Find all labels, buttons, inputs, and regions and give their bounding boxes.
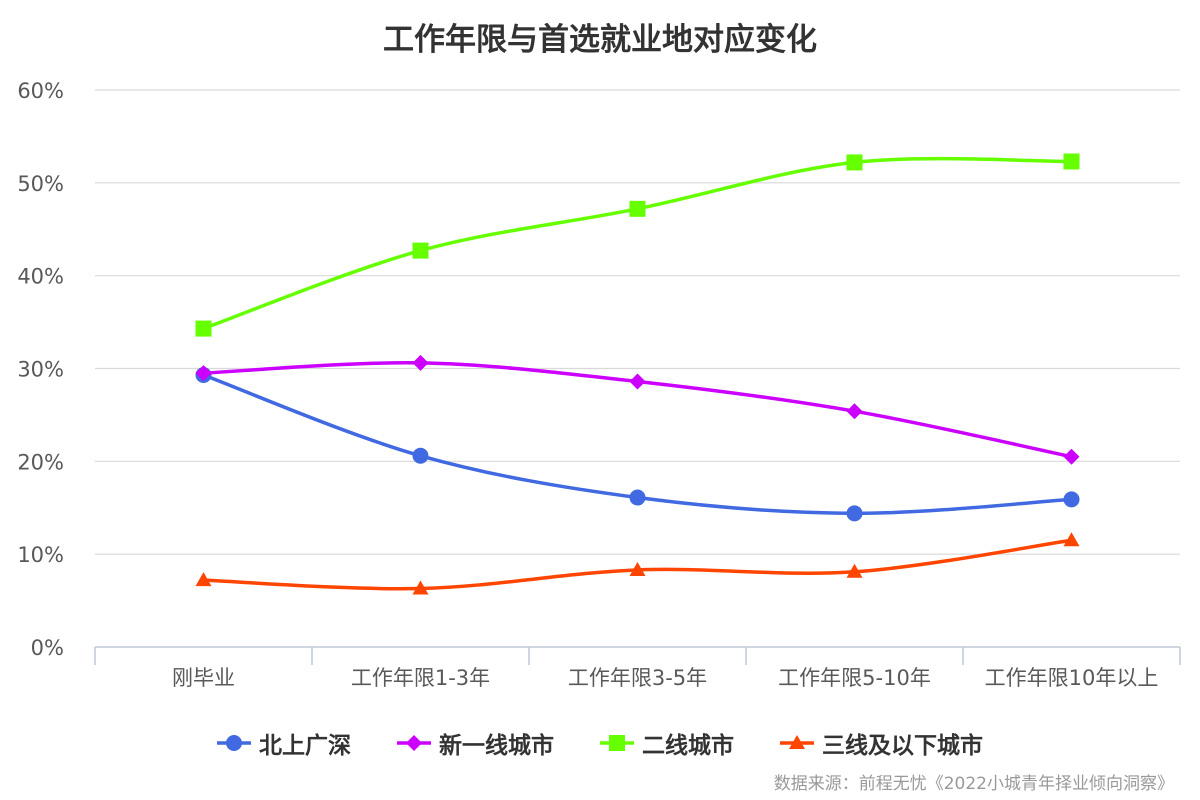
- x-tick-label: 刚毕业: [172, 666, 235, 690]
- legend-label: 新一线城市: [439, 733, 554, 759]
- data-point: [629, 561, 646, 576]
- y-axis-ticks: 0% 10% 20% 30% 40% 50% 60%: [17, 79, 64, 660]
- chart-title: 工作年限与首选就业地对应变化: [383, 22, 817, 58]
- legend-item: 北上广深: [217, 726, 351, 760]
- series-line: [202, 156, 1072, 331]
- legend-label: 北上广深: [259, 733, 351, 759]
- legend-swatch: [780, 735, 814, 749]
- data-point: [1063, 448, 1080, 465]
- source-note: 数据来源：前程无忧《2022小城青年择业倾向洞察》: [773, 774, 1174, 794]
- x-tick-label: 工作年限5-10年: [778, 666, 931, 690]
- legend-swatch: [600, 735, 634, 751]
- legend-label: 二线城市: [642, 733, 734, 759]
- data-point: [846, 563, 863, 578]
- y-tick-label: 0%: [31, 636, 64, 660]
- data-point: [1063, 532, 1080, 547]
- data-point: [412, 354, 429, 371]
- y-tick-label: 20%: [17, 450, 64, 474]
- legend: 北上广深 新一线城市 二线城市 三线及以下城市: [0, 726, 1200, 760]
- series-1: [195, 354, 1080, 465]
- data-point: [1063, 153, 1080, 170]
- data-point: [412, 447, 429, 464]
- y-tick-label: 60%: [17, 79, 64, 103]
- x-tick-label: 工作年限10年以上: [985, 666, 1159, 690]
- y-tick-label: 40%: [17, 265, 64, 289]
- x-axis-ticks: 刚毕业 工作年限1-3年 工作年限3-5年 工作年限5-10年 工作年限10年以上: [172, 666, 1158, 690]
- series-2: [195, 153, 1080, 337]
- series-0: [195, 366, 1080, 522]
- data-point: [195, 572, 212, 587]
- series-3: [195, 532, 1080, 595]
- x-tick-label: 工作年限1-3年: [351, 666, 490, 690]
- legend-item: 二线城市: [600, 726, 734, 760]
- data-point: [846, 403, 863, 420]
- legend-swatch: [217, 735, 251, 751]
- y-tick-label: 50%: [17, 172, 64, 196]
- y-tick-label: 30%: [17, 358, 64, 382]
- data-point: [195, 320, 212, 337]
- legend-item: 三线及以下城市: [780, 726, 983, 760]
- data-point: [846, 154, 863, 171]
- legend-label: 三线及以下城市: [822, 733, 983, 759]
- data-point: [195, 365, 212, 382]
- data-point: [412, 242, 429, 259]
- x-tick-label: 工作年限3-5年: [568, 666, 707, 690]
- legend-item: 新一线城市: [397, 726, 554, 760]
- data-point: [1063, 491, 1080, 508]
- y-tick-label: 10%: [17, 543, 64, 567]
- data-point: [629, 200, 646, 217]
- data-point: [846, 505, 863, 522]
- legend-swatch: [397, 735, 431, 751]
- data-point: [412, 580, 429, 595]
- x-axis: [94, 646, 1181, 665]
- series: [195, 153, 1080, 595]
- data-point: [629, 489, 646, 506]
- data-point: [629, 373, 646, 390]
